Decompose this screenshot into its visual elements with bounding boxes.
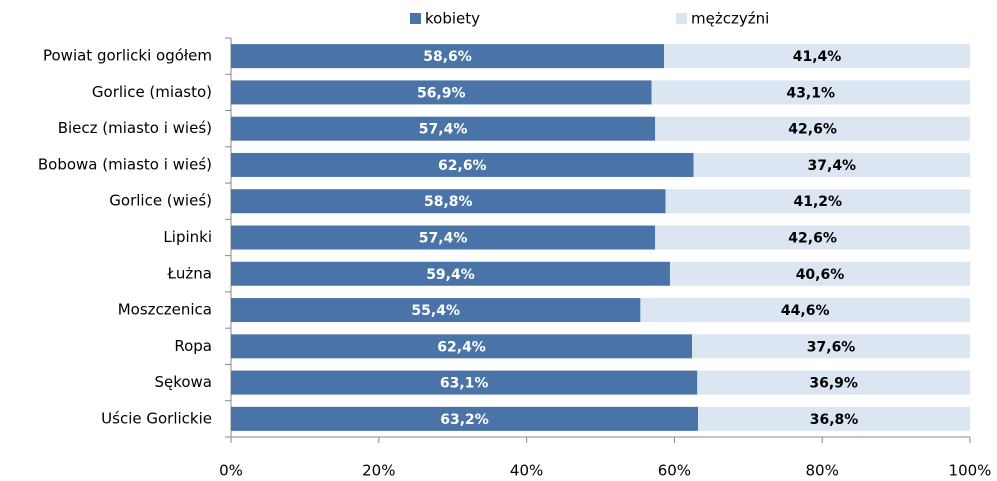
bar-segment <box>231 80 652 105</box>
data-label: 40,6% <box>796 267 845 283</box>
data-label: 42,6% <box>788 231 837 247</box>
y-tick-label: Gorlice (miasto) <box>92 83 212 101</box>
bar-segment <box>231 189 666 214</box>
data-label: 42,6% <box>788 122 837 138</box>
bar-segment <box>698 406 970 431</box>
bar-segment <box>669 261 970 286</box>
y-tick-label: Sękowa <box>154 373 212 391</box>
data-label: 37,6% <box>807 339 856 355</box>
bar-segment <box>655 225 970 250</box>
bar-segment <box>231 406 699 431</box>
legend-swatch <box>676 13 687 24</box>
data-label: 55,4% <box>411 303 460 319</box>
data-label: 58,6% <box>423 49 472 65</box>
y-tick-label: Uście Gorlickie <box>101 409 212 427</box>
data-label: 57,4% <box>419 231 468 247</box>
y-tick-label: Moszczenica <box>118 301 212 319</box>
x-tick-label: 100% <box>949 462 992 480</box>
data-label: 43,1% <box>786 85 835 101</box>
y-tick-label: Łużna <box>166 264 212 282</box>
data-label: 63,1% <box>440 376 489 392</box>
x-tick-label: 0% <box>219 462 243 480</box>
legend-label: kobiety <box>425 10 480 28</box>
bar-segment <box>697 370 970 395</box>
data-label: 63,2% <box>440 412 489 428</box>
data-label: 44,6% <box>781 303 830 319</box>
data-label: 56,9% <box>417 85 466 101</box>
bar-segment <box>231 225 656 250</box>
x-tick-label: 40% <box>510 462 543 480</box>
bar-segment <box>231 44 665 69</box>
y-tick-label: Gorlice (wieś) <box>109 192 212 210</box>
bar-segment <box>692 334 970 359</box>
bar-segment <box>231 298 641 323</box>
x-tick-label: 20% <box>362 462 395 480</box>
data-label: 36,9% <box>809 376 858 392</box>
bar-segment <box>231 116 656 141</box>
data-label: 41,2% <box>793 194 842 210</box>
legend-label: mężczyźni <box>691 10 769 28</box>
y-tick-label: Powiat gorlicki ogółem <box>43 47 212 65</box>
data-label: 58,8% <box>424 194 473 210</box>
data-label: 36,8% <box>810 412 859 428</box>
bar-segment <box>655 116 970 141</box>
data-label: 59,4% <box>426 267 475 283</box>
bar-segment <box>664 44 970 69</box>
bar-segment <box>231 261 670 286</box>
bar-segment <box>231 152 694 177</box>
x-tick-label: 60% <box>658 462 691 480</box>
data-label: 62,4% <box>437 339 486 355</box>
y-tick-label: Bobowa (miasto i wieś) <box>38 155 212 173</box>
bar-segment <box>231 334 693 359</box>
bar-segment <box>640 298 970 323</box>
bar-segment <box>665 189 970 214</box>
x-tick-label: 80% <box>806 462 839 480</box>
y-tick-label: Lipinki <box>163 228 212 246</box>
legend-swatch <box>410 13 421 24</box>
bar-segment <box>231 370 698 395</box>
data-label: 37,4% <box>808 158 857 174</box>
bar-segment <box>651 80 970 105</box>
y-tick-label: Ropa <box>174 337 212 355</box>
data-label: 62,6% <box>438 158 487 174</box>
bar-segment <box>693 152 970 177</box>
data-label: 41,4% <box>793 49 842 65</box>
y-tick-label: Biecz (miasto i wieś) <box>58 119 212 137</box>
data-label: 57,4% <box>419 122 468 138</box>
